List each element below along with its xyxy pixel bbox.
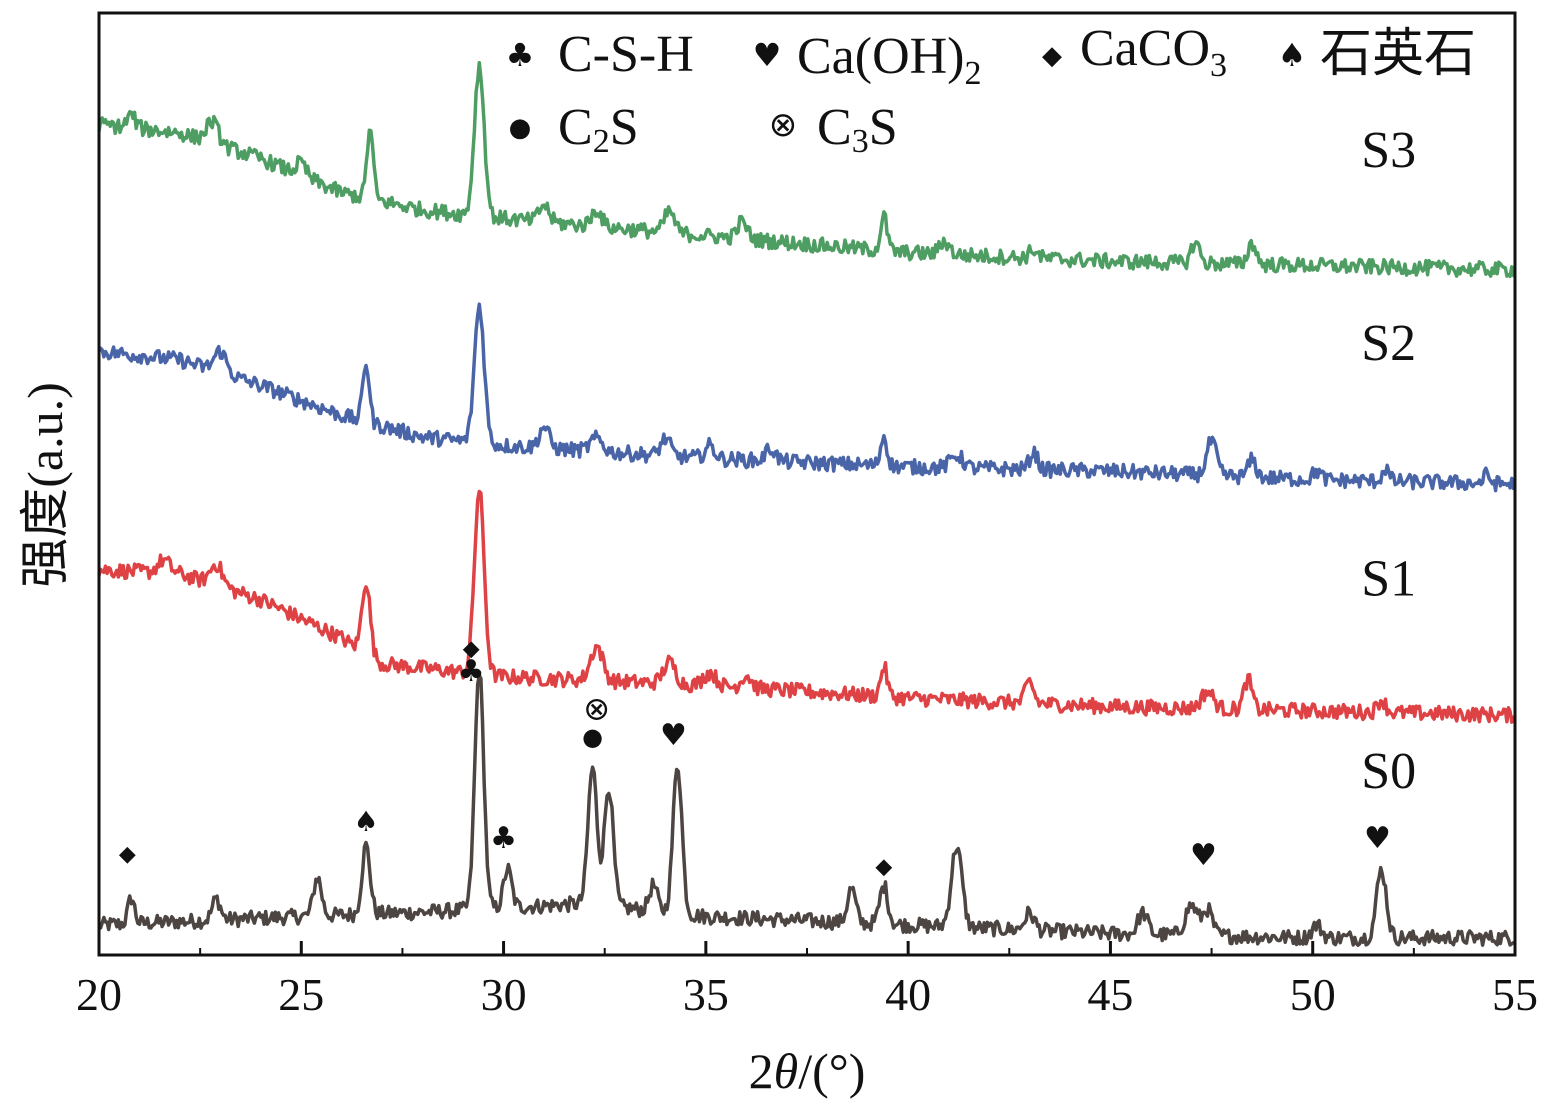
legend: ♣ C-S-H ♥ Ca(OH)2 ◆ CaCO3 ♠ 石英石 ● C2S ⊗ … (506, 20, 1476, 160)
series-label-s3: S3 (1361, 122, 1416, 179)
x-tick-label: 40 (885, 969, 931, 1020)
club-icon: ♣ (506, 36, 535, 74)
x-tick-label: 20 (76, 969, 122, 1020)
x-axis-title: 2θ/(°) (749, 1043, 866, 1099)
dot-icon: ● (509, 113, 532, 143)
legend-label-quartz: 石英石 (1320, 26, 1476, 83)
legend-label-c2s: C2S (558, 99, 639, 160)
series-label-s0: S0 (1361, 743, 1416, 800)
legend-label-c3s-tail: S (869, 99, 898, 156)
phase-marker-diamond-icon: ◆ (875, 855, 892, 880)
phase-marker-club-icon: ♣ (490, 821, 517, 856)
series-labels: S0 S1 S2 S3 (1361, 122, 1416, 800)
x-tick-label: 30 (481, 969, 527, 1020)
x-axis-title-prefix: 2 (749, 1043, 774, 1099)
spade-icon: ♠ (1278, 36, 1307, 74)
phase-marker-spade-icon: ♠ (353, 805, 378, 838)
y-axis-title: 强度(a.u.) (17, 382, 73, 588)
phase-marker-heart-icon: ♥ (1190, 838, 1217, 873)
legend-entry-c2s: ● C2S (509, 99, 639, 160)
legend-label-caoh2-main: Ca(OH) (797, 28, 965, 85)
legend-entry-c3s: ⊗ C3S (769, 99, 898, 160)
phase-marker-diamond-icon: ◆ (463, 636, 480, 661)
x-tick-label: 25 (278, 969, 324, 1020)
legend-label-caoh2-sub: 2 (965, 55, 982, 92)
legend-label-c2s-main: C (558, 99, 593, 156)
legend-label-caco3-sub: 3 (1210, 47, 1227, 84)
series-line-s3 (97, 60, 1517, 279)
series-line-s0 (97, 673, 1516, 947)
phase-markers: ◆♠◆♣♣⊗● ♥◆ ♥ ♥ (119, 636, 1391, 879)
legend-entry-quartz: ♠ 石英石 (1278, 26, 1476, 83)
phase-marker-dot-icon: ● (582, 723, 603, 751)
legend-label-caco3: CaCO3 (1080, 20, 1227, 84)
x-tick-label: 55 (1492, 969, 1538, 1020)
diamond-icon: ◆ (1042, 41, 1062, 71)
circled-times-icon: ⊗ (769, 105, 798, 145)
legend-entry-csh: ♣ C-S-H (506, 26, 694, 83)
legend-label-c2s-tail: S (610, 99, 639, 156)
series-label-s1: S1 (1361, 550, 1416, 607)
phase-marker-heart-icon: ♥ (660, 718, 687, 753)
legend-label-c3s: C3S (817, 99, 898, 160)
legend-label-csh: C-S-H (558, 26, 694, 83)
heart-icon: ♥ (753, 36, 782, 74)
phase-marker-circled-times-icon: ⊗ (583, 690, 610, 728)
x-axis-title-theta: θ (774, 1043, 799, 1099)
legend-label-caoh2: Ca(OH)2 (797, 28, 982, 92)
legend-label-caco3-main: CaCO (1080, 20, 1210, 77)
x-tick-label: 45 (1087, 969, 1133, 1020)
legend-entry-caco3: ◆ CaCO3 (1042, 20, 1227, 84)
x-tick-label: 35 (683, 969, 729, 1020)
x-axis-title-suffix: /(°) (798, 1043, 865, 1099)
series-label-s2: S2 (1361, 315, 1416, 372)
legend-label-c2s-sub: 2 (593, 123, 610, 160)
series-line-s2 (97, 302, 1517, 493)
legend-label-c3s-sub: 3 (852, 123, 869, 160)
series-layer (97, 60, 1517, 947)
x-tick-label: 50 (1290, 969, 1336, 1020)
series-line-s1 (97, 489, 1517, 724)
legend-entry-caoh2: ♥ Ca(OH)2 (753, 28, 982, 92)
phase-marker-club-icon: ♣ (458, 654, 485, 689)
legend-label-quartz-main: 石英石 (1320, 26, 1476, 83)
x-axis: 20 25 30 35 40 45 50 55 (76, 941, 1538, 1020)
phase-marker-diamond-icon: ◆ (119, 842, 136, 867)
phase-marker-heart-icon: ♥ (1364, 821, 1391, 856)
legend-label-csh-main: C-S-H (558, 26, 694, 83)
legend-label-c3s-main: C (817, 99, 852, 156)
